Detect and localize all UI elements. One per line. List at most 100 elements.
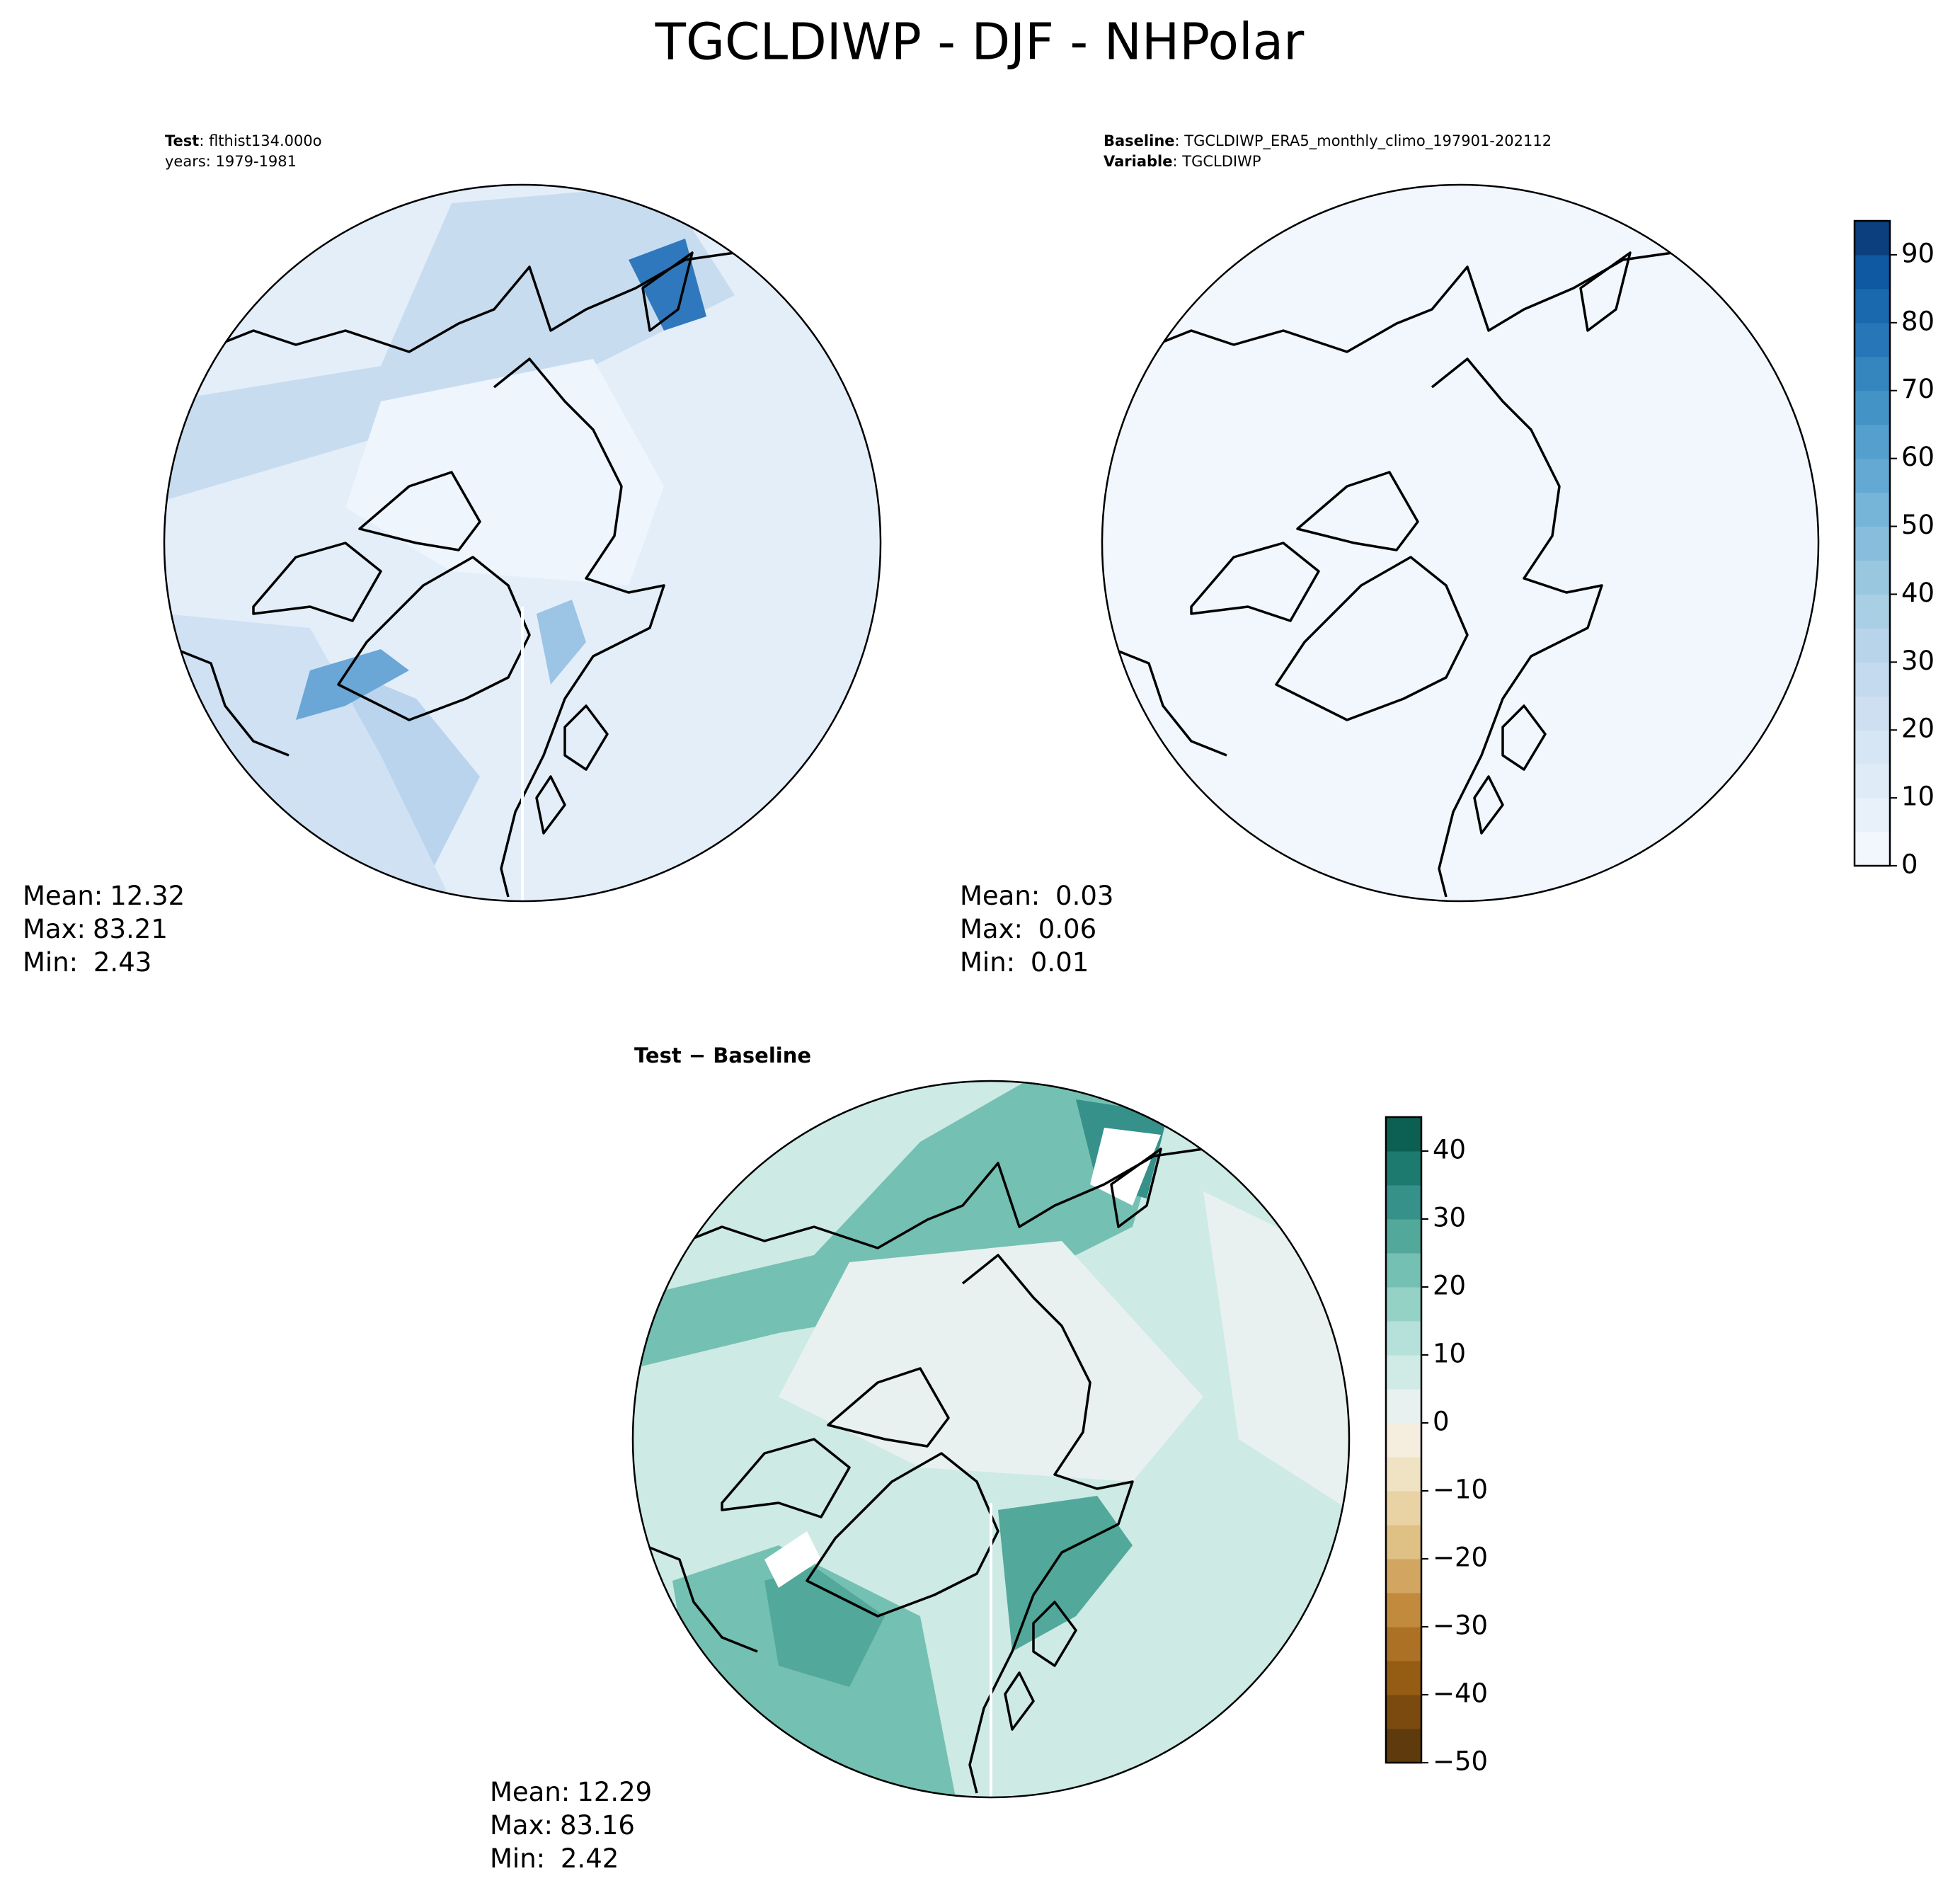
- colorbar-tick-label: −10: [1433, 1475, 1488, 1505]
- stat-label: Max:: [960, 914, 1023, 944]
- colorbar-segment: [1386, 1253, 1421, 1288]
- stat: Mean: 0.03: [960, 881, 1113, 911]
- colorbar-tick-label: −40: [1433, 1678, 1488, 1709]
- colorbar-tick-label: 60: [1901, 442, 1935, 472]
- stat-value: 2.43: [85, 947, 151, 978]
- stat-value: 83.16: [560, 1810, 635, 1841]
- colorbar-segment: [1855, 492, 1890, 527]
- stat: Min: 2.42: [490, 1843, 619, 1874]
- colorbar-segment: [1386, 1219, 1421, 1254]
- colorbar-tick-label: −30: [1433, 1610, 1488, 1641]
- colorbar-tick-label: 30: [1433, 1203, 1466, 1233]
- panel-subtitle: Variable: TGCLDIWP: [1104, 153, 1261, 170]
- stat-value: 12.29: [577, 1777, 652, 1807]
- colorbar-tick-label: 10: [1433, 1339, 1466, 1369]
- colorbar-segment: [1855, 594, 1890, 629]
- subtitle-text: : TGCLDIWP_ERA5_monthly_climo_197901-202…: [1175, 132, 1552, 150]
- colorbar-tick-label: 20: [1901, 714, 1935, 744]
- stat-value: 0.03: [1047, 881, 1113, 911]
- contour-region: [779, 1241, 1203, 1482]
- colorbar-segment: [1386, 1729, 1421, 1763]
- colorbar-segment: [1386, 1627, 1421, 1661]
- colorbar-frame: [1385, 1116, 1423, 1764]
- stat: Max: 0.06: [960, 914, 1096, 944]
- stat: Max: 83.21: [23, 914, 168, 944]
- contour-region: [764, 1531, 821, 1588]
- contour-region: [1090, 1128, 1161, 1206]
- colorbar-tick-label: −50: [1433, 1746, 1488, 1777]
- panel-subtitle: years: 1979-1981: [165, 153, 297, 170]
- colorbar-segment: [1855, 832, 1890, 866]
- colorbar-tick-label: 10: [1901, 782, 1935, 812]
- stat-label: Max:: [23, 914, 86, 944]
- contour-region: [345, 359, 664, 585]
- colorbar-segment: [1386, 1321, 1421, 1356]
- colorbar-segment: [1386, 1423, 1421, 1458]
- colorbar-tick-label: 40: [1901, 578, 1935, 608]
- stat-value: 12.32: [110, 881, 185, 911]
- colorbar-segment: [1855, 662, 1890, 697]
- colorbar-tick-label: 80: [1901, 306, 1935, 336]
- colorbar-segment: [1855, 730, 1890, 765]
- colorbar-tick-label: 90: [1901, 238, 1935, 268]
- map-panel: [163, 183, 882, 903]
- stat-label: Mean:: [490, 1777, 570, 1807]
- stat-label: Min:: [960, 947, 1015, 978]
- colorbar-segment: [1386, 1695, 1421, 1729]
- colorbar-tick-label: 0: [1433, 1407, 1450, 1437]
- subtitle-label: Variable: [1104, 153, 1172, 170]
- contour-region: [296, 649, 409, 720]
- colorbar-tick-label: 0: [1901, 849, 1918, 880]
- stat-value: 83.21: [93, 914, 168, 944]
- colorbar-segment: [1855, 798, 1890, 833]
- colorbar-segment: [1386, 1151, 1421, 1186]
- colorbar-tick-label: −20: [1433, 1543, 1488, 1573]
- colorbar-segment: [1855, 288, 1890, 324]
- stat-label: Min:: [490, 1843, 545, 1874]
- stat: Min: 0.01: [960, 947, 1089, 978]
- subtitle-text: : flthist134.000o: [199, 132, 321, 149]
- stat-label: Max:: [490, 1810, 553, 1841]
- panel-subtitle: Baseline: TGCLDIWP_ERA5_monthly_climo_19…: [1104, 132, 1552, 150]
- stat-label: Min:: [23, 947, 78, 978]
- colorbar-tick-label: 40: [1433, 1135, 1466, 1165]
- colorbar-segment: [1855, 696, 1890, 731]
- panel-heading: Test − Baseline: [634, 1043, 811, 1068]
- contour-region: [537, 600, 586, 685]
- colorbar-segment: [1855, 526, 1890, 561]
- colorbar-tick-label: 20: [1433, 1271, 1466, 1301]
- colorbar-segment: [1855, 356, 1890, 391]
- colorbar-segment: [1855, 322, 1890, 357]
- subtitle-text: : TGCLDIWP: [1172, 153, 1261, 170]
- stat-label: Mean:: [960, 881, 1040, 911]
- colorbar-segment: [1386, 1185, 1421, 1220]
- colorbar-tick-label: 30: [1901, 646, 1935, 676]
- map-fill: [164, 185, 881, 901]
- subtitle-label: Baseline: [1104, 132, 1175, 149]
- map-border: [631, 1080, 1351, 1799]
- subtitle-label: Test: [165, 132, 199, 149]
- panel-subtitle: Test: flthist134.000o: [165, 132, 322, 149]
- map-background: [1102, 185, 1818, 901]
- colorbar-segment: [1855, 221, 1890, 256]
- map-panel: [631, 1080, 1351, 1799]
- colorbar-segment: [1855, 254, 1890, 290]
- stat: Max: 83.16: [490, 1810, 635, 1841]
- contour-region: [764, 1567, 885, 1687]
- colorbar-segment: [1855, 560, 1890, 595]
- colorbar-segment: [1386, 1457, 1421, 1492]
- contour-region: [629, 239, 706, 331]
- contour-region: [164, 185, 735, 500]
- colorbar-segment: [1386, 1287, 1421, 1322]
- colorbar-segment: [1386, 1355, 1421, 1390]
- colorbar-segment: [1386, 1593, 1421, 1627]
- map-fill: [633, 1081, 1349, 1797]
- map-fill: [1102, 185, 1818, 901]
- stat-value: 2.42: [552, 1843, 619, 1874]
- colorbar-segment: [1386, 1389, 1421, 1424]
- colorbar-segment: [1855, 764, 1890, 799]
- stat-value: 0.06: [1030, 914, 1096, 944]
- map-border: [163, 183, 882, 903]
- colorbar-segment: [1386, 1661, 1421, 1695]
